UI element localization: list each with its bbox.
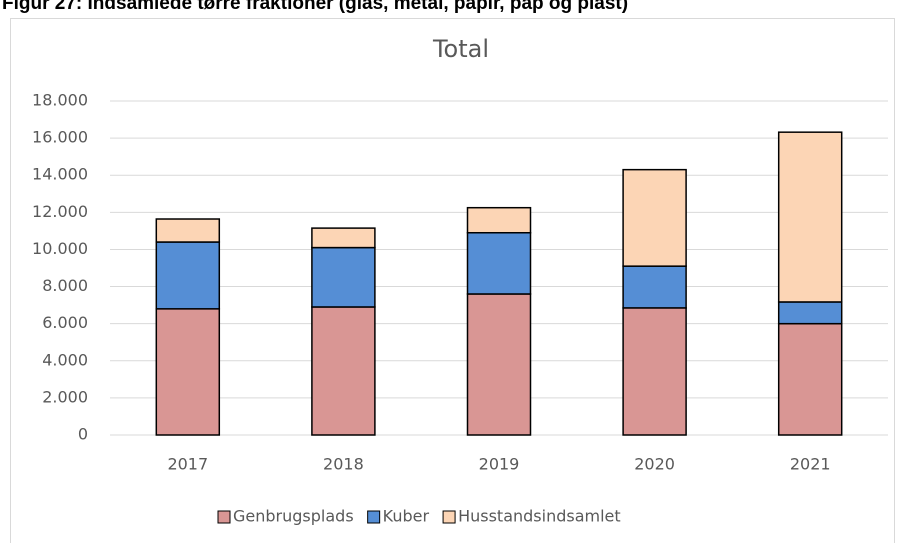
legend-swatch bbox=[217, 510, 231, 524]
y-tick-label: 18.000 bbox=[32, 91, 88, 110]
x-tick-label: 2018 bbox=[323, 455, 364, 474]
bar-segment bbox=[777, 322, 843, 436]
x-tick-label: 2019 bbox=[479, 455, 520, 474]
bar-segment bbox=[622, 265, 687, 309]
x-tick-label: 2021 bbox=[790, 455, 831, 474]
y-tick-label: 8.000 bbox=[42, 276, 88, 295]
bar-segment bbox=[777, 131, 843, 303]
legend-swatch bbox=[442, 510, 456, 524]
y-tick-label: 16.000 bbox=[32, 128, 88, 147]
x-tick-label: 2020 bbox=[634, 455, 675, 474]
y-tick-label: 6.000 bbox=[42, 313, 88, 332]
bar-segment bbox=[311, 306, 376, 436]
bar-segment bbox=[777, 301, 843, 325]
legend-label: Husstandsindsamlet bbox=[458, 507, 621, 526]
y-tick-label: 4.000 bbox=[42, 350, 88, 369]
legend-label: Genbrugsplads bbox=[233, 507, 354, 526]
bar-segment bbox=[622, 307, 687, 436]
y-tick-label: 10.000 bbox=[32, 239, 88, 258]
x-tick-label: 2017 bbox=[167, 455, 208, 474]
bar-segment bbox=[466, 231, 532, 295]
y-tick-label: 12.000 bbox=[32, 202, 88, 221]
chart-title: Total bbox=[432, 35, 489, 63]
bar-segment bbox=[466, 206, 532, 234]
bar-segment bbox=[155, 241, 221, 310]
y-tick-label: 0 bbox=[78, 425, 88, 444]
y-tick-label: 2.000 bbox=[42, 387, 88, 406]
bar-segment bbox=[155, 218, 221, 243]
figure-heading: Figur 27: Indsamlede tørre fraktioner (g… bbox=[2, 0, 628, 14]
legend-swatch bbox=[367, 510, 381, 524]
legend-label: Kuber bbox=[383, 507, 430, 526]
bar-segment bbox=[466, 293, 532, 436]
bar-segment bbox=[155, 308, 221, 436]
bar-segment bbox=[311, 227, 376, 249]
y-tick-label: 14.000 bbox=[32, 165, 88, 184]
bar-segment bbox=[622, 168, 687, 267]
bar-segment bbox=[311, 246, 376, 308]
chart-border bbox=[10, 18, 895, 547]
